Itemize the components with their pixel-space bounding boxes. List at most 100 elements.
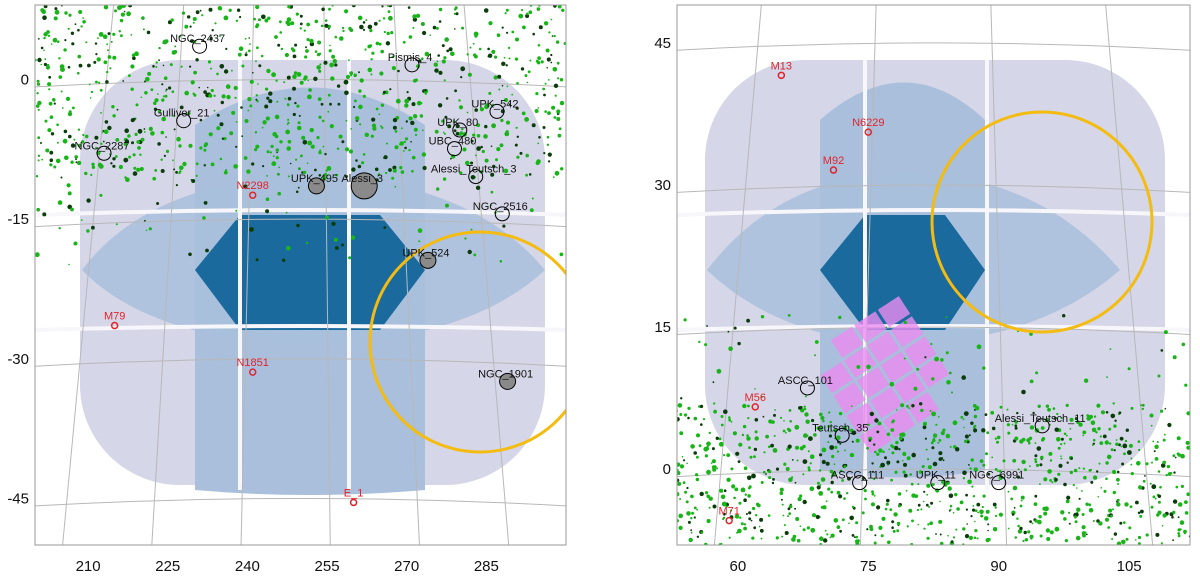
member-star (773, 413, 776, 417)
member-star (748, 485, 752, 489)
highlight-region-left (368, 230, 566, 454)
member-star (392, 117, 398, 123)
member-star (58, 227, 61, 230)
member-star (375, 107, 379, 111)
member-star (804, 395, 807, 398)
member-star (188, 252, 192, 257)
member-star (748, 511, 752, 515)
member-star (179, 105, 184, 110)
member-star (1125, 428, 1130, 432)
member-star (1063, 517, 1067, 521)
member-star (1129, 505, 1133, 509)
member-star (1019, 526, 1023, 531)
member-star (850, 405, 853, 408)
member-star (1108, 508, 1113, 513)
cluster-marker (452, 122, 468, 138)
member-star (931, 483, 935, 486)
member-star (737, 341, 741, 346)
member-star (434, 129, 439, 134)
member-star (746, 475, 752, 481)
member-star (285, 129, 290, 135)
member-star (1118, 411, 1122, 415)
member-star (704, 343, 708, 347)
member-star (107, 49, 109, 52)
cluster-label: Alessi_3 (341, 173, 383, 185)
member-star (296, 125, 302, 131)
member-star (380, 49, 385, 54)
member-star (884, 456, 887, 460)
member-star (1039, 534, 1043, 538)
member-star (514, 143, 518, 147)
member-star (351, 5, 356, 8)
mosaic-tile (859, 422, 893, 454)
member-star (377, 173, 381, 176)
member-star (841, 518, 845, 522)
member-star (1154, 497, 1157, 500)
member-star (522, 25, 526, 30)
member-star (338, 134, 343, 139)
member-star (471, 139, 474, 143)
member-star (182, 161, 187, 167)
member-star (316, 136, 320, 140)
member-star (726, 453, 731, 457)
member-star (264, 18, 269, 23)
member-star (265, 116, 270, 121)
member-star (53, 165, 57, 169)
member-star (345, 74, 351, 79)
member-star (319, 63, 322, 66)
member-star (142, 28, 145, 31)
member-star (458, 105, 464, 110)
member-star (206, 86, 209, 89)
member-star (1068, 511, 1071, 514)
member-star (753, 455, 756, 458)
member-star (971, 485, 974, 488)
member-star (1007, 527, 1010, 530)
member-star (1038, 515, 1042, 519)
member-star (341, 26, 345, 30)
member-star (295, 190, 299, 194)
member-star (355, 159, 358, 162)
member-star (825, 500, 828, 503)
member-star (56, 123, 59, 126)
member-star (783, 524, 786, 527)
member-star (1116, 470, 1120, 474)
member-star (1096, 403, 1101, 408)
member-star (922, 500, 925, 503)
member-star (755, 502, 760, 506)
cluster-label: NGC_2437 (170, 33, 225, 45)
member-star (1056, 412, 1059, 416)
member-star (938, 451, 943, 456)
member-star (927, 465, 932, 470)
member-star (972, 508, 976, 512)
member-star (37, 159, 40, 162)
member-star (390, 30, 394, 35)
member-star (728, 418, 732, 422)
member-star (82, 133, 85, 137)
member-star (741, 433, 745, 437)
member-star (1039, 463, 1043, 467)
member-star (739, 516, 742, 519)
member-star (261, 14, 266, 20)
member-star (487, 47, 490, 51)
member-star (98, 81, 101, 84)
member-star (241, 64, 245, 68)
member-star (794, 507, 797, 510)
member-star (371, 51, 375, 55)
member-star (938, 439, 942, 442)
graticule-meridian (990, 5, 1008, 545)
member-star (1040, 455, 1044, 460)
member-star (501, 84, 504, 87)
cluster-marker (489, 103, 505, 119)
member-star (404, 137, 409, 141)
member-star (1105, 477, 1108, 481)
member-star (1157, 374, 1161, 378)
member-star (380, 125, 382, 128)
member-star (967, 440, 970, 444)
member-star (754, 430, 758, 434)
globular-label: M92 (823, 155, 844, 167)
member-star (708, 506, 711, 509)
member-star (973, 428, 978, 433)
member-star (1029, 520, 1032, 523)
member-star (1172, 539, 1174, 542)
member-star (873, 541, 877, 545)
